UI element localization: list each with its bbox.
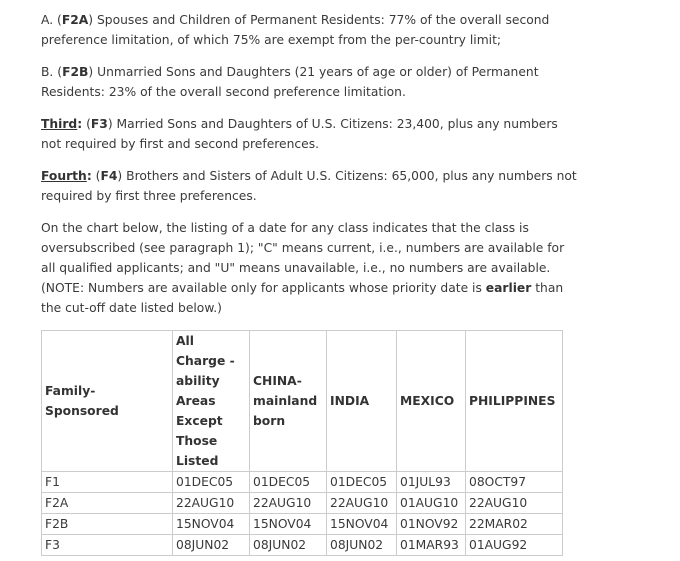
table-cell: 15NOV04 xyxy=(172,513,250,535)
table-cell: 22AUG10 xyxy=(249,492,327,514)
table-row: F3 08JUN02 08JUN02 08JUN02 01MAR93 01AUG92 xyxy=(41,534,563,556)
table-cell: 01DEC05 xyxy=(249,471,327,493)
table-cell: 01JUL93 xyxy=(396,471,466,493)
paragraph-fourth: Fourth: (F4) Brothers and Sisters of Adu… xyxy=(41,169,577,203)
header-mexico: MEXICO xyxy=(396,330,466,472)
paragraph-f2b: B. (F2B) Unmarried Sons and Daughters (2… xyxy=(41,65,539,99)
document-body: A. (F2A) Spouses and Children of Permane… xyxy=(41,10,581,330)
table-cell: 22MAR02 xyxy=(465,513,563,535)
table-cell: 08JUN02 xyxy=(326,534,397,556)
header-family-sponsored: Family-Sponsored xyxy=(41,330,173,472)
table-cell: 01DEC05 xyxy=(326,471,397,493)
paragraph-f2a: A. (F2A) Spouses and Children of Permane… xyxy=(41,13,550,47)
table-cell: 08JUN02 xyxy=(249,534,327,556)
table-cell: 22AUG10 xyxy=(326,492,397,514)
table-cell: 15NOV04 xyxy=(249,513,327,535)
table-cell: F2A xyxy=(41,492,173,514)
header-india: INDIA xyxy=(326,330,397,472)
paragraph-third: Third: (F3) Married Sons and Daughters o… xyxy=(41,117,558,151)
table-cell: 22AUG10 xyxy=(465,492,563,514)
table-cell: 01AUG10 xyxy=(396,492,466,514)
visa-bulletin-table: Family-Sponsored All Charge -ability Are… xyxy=(41,330,563,556)
table-cell: F2B xyxy=(41,513,173,535)
table-cell: 22AUG10 xyxy=(172,492,250,514)
table-cell: F1 xyxy=(41,471,173,493)
table-cell: 01AUG92 xyxy=(465,534,563,556)
header-philippines: PHILIPPINES xyxy=(465,330,563,472)
table-row: F2B 15NOV04 15NOV04 15NOV04 01NOV92 22MAR02 xyxy=(41,513,563,535)
table-cell: 08JUN02 xyxy=(172,534,250,556)
table-row: F1 01DEC05 01DEC05 01DEC05 01JUL93 08OCT97 xyxy=(41,471,563,493)
header-all-chargeability: All Charge -ability Areas Except Those L… xyxy=(172,330,250,472)
table-cell: 01DEC05 xyxy=(172,471,250,493)
paragraph-note: On the chart below, the listing of a dat… xyxy=(41,221,565,315)
table-cell: 01NOV92 xyxy=(396,513,466,535)
table-cell: 15NOV04 xyxy=(326,513,397,535)
table-cell: 01MAR93 xyxy=(396,534,466,556)
table-cell: 08OCT97 xyxy=(465,471,563,493)
table-cell: F3 xyxy=(41,534,173,556)
header-china: CHINA- mainland born xyxy=(249,330,327,472)
table-row: F2A 22AUG10 22AUG10 22AUG10 01AUG10 22AUG10 xyxy=(41,492,563,514)
table-header-row: Family-Sponsored All Charge -ability Are… xyxy=(41,330,563,472)
